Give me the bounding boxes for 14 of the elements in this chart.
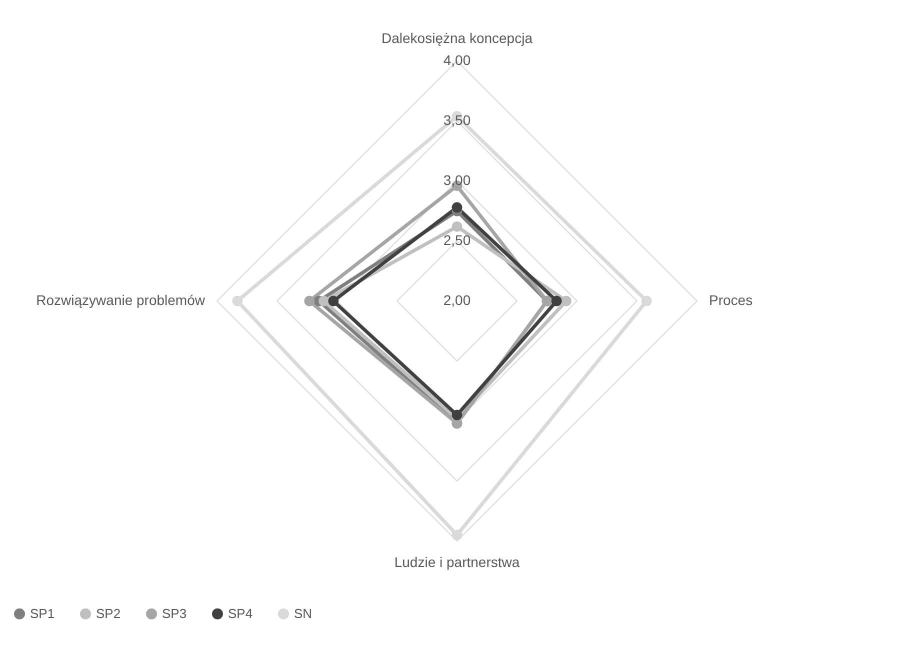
spoke-label: Proces: [709, 292, 753, 308]
spoke-label: Dalekosiężna koncepcja: [382, 30, 533, 46]
y-tick-label: 3,00: [443, 172, 471, 188]
legend-label: SP1: [30, 606, 55, 621]
y-tick-label: 2,00: [443, 292, 471, 308]
y-tick-label: 3,50: [443, 112, 471, 128]
spoke-label: Ludzie i partnerstwa: [394, 554, 520, 570]
legend-label: SP3: [162, 606, 187, 621]
legend-label: SN: [294, 606, 312, 621]
y-tick-label: 4,00: [443, 52, 471, 68]
spoke-label: Rozwiązywanie problemów: [36, 292, 206, 308]
y-tick-label: 2,50: [443, 232, 471, 248]
legend-label: SP2: [96, 606, 121, 621]
legend-label: SP4: [228, 606, 253, 621]
